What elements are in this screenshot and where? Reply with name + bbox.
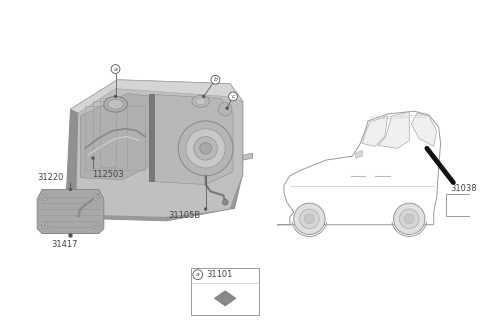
Polygon shape	[67, 80, 243, 221]
Polygon shape	[362, 116, 388, 146]
Circle shape	[204, 208, 207, 211]
Polygon shape	[149, 94, 155, 182]
Polygon shape	[155, 94, 233, 185]
Circle shape	[300, 209, 319, 229]
Circle shape	[95, 196, 97, 199]
Polygon shape	[80, 93, 152, 180]
Bar	[446, 195, 480, 216]
Circle shape	[394, 203, 425, 235]
Circle shape	[114, 95, 117, 98]
Circle shape	[228, 92, 238, 101]
Ellipse shape	[104, 96, 127, 112]
Text: 112503: 112503	[92, 170, 124, 179]
Circle shape	[111, 65, 120, 73]
Text: b: b	[214, 77, 217, 82]
Circle shape	[399, 209, 419, 229]
Circle shape	[194, 136, 217, 160]
Polygon shape	[378, 112, 409, 148]
Circle shape	[44, 196, 47, 199]
Circle shape	[178, 121, 233, 176]
Text: 31101: 31101	[206, 270, 233, 279]
Polygon shape	[71, 80, 243, 113]
Polygon shape	[277, 111, 441, 225]
Polygon shape	[37, 190, 104, 234]
Circle shape	[186, 129, 225, 168]
Text: a: a	[114, 67, 118, 72]
Circle shape	[211, 75, 220, 84]
Polygon shape	[67, 109, 78, 199]
Text: 31417: 31417	[51, 240, 77, 249]
Circle shape	[42, 195, 48, 200]
Polygon shape	[355, 150, 362, 158]
Bar	[191, 268, 260, 315]
Circle shape	[294, 203, 325, 235]
Circle shape	[193, 270, 203, 279]
Circle shape	[95, 224, 97, 227]
Circle shape	[69, 188, 72, 191]
Text: a: a	[196, 272, 200, 277]
Ellipse shape	[192, 95, 210, 107]
Text: 31220: 31220	[37, 173, 63, 182]
Text: 31038: 31038	[450, 184, 477, 193]
Ellipse shape	[195, 98, 206, 105]
Circle shape	[93, 195, 99, 200]
Circle shape	[44, 224, 47, 227]
Circle shape	[304, 214, 314, 224]
Circle shape	[69, 234, 72, 237]
Circle shape	[42, 223, 48, 229]
Polygon shape	[411, 113, 437, 146]
Circle shape	[92, 157, 95, 160]
Circle shape	[222, 199, 228, 205]
Polygon shape	[215, 291, 236, 306]
Circle shape	[226, 107, 228, 110]
Circle shape	[404, 214, 414, 224]
Circle shape	[93, 223, 99, 229]
Circle shape	[200, 142, 212, 154]
Text: c: c	[231, 94, 235, 99]
Circle shape	[218, 102, 232, 116]
Polygon shape	[67, 175, 243, 221]
Ellipse shape	[108, 99, 123, 109]
Text: 31105B: 31105B	[168, 211, 201, 220]
Circle shape	[202, 95, 205, 98]
Polygon shape	[243, 153, 252, 160]
